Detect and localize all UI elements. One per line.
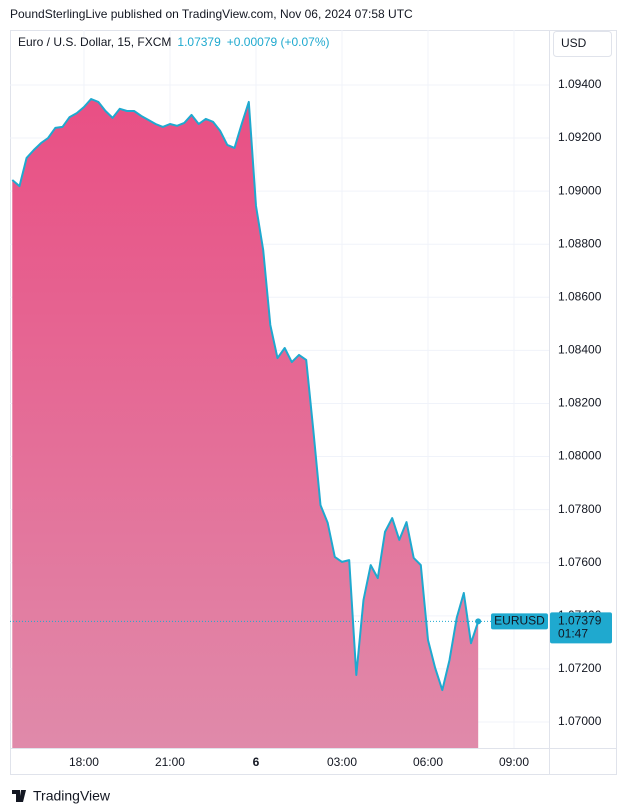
y-tick-label: 1.08400 [558, 343, 602, 357]
currency-box[interactable] [553, 31, 612, 57]
brand: TradingView [33, 788, 111, 804]
x-tick-label: 09:00 [499, 755, 529, 769]
legend-change: +0.00079 (+0.07%) [227, 35, 330, 49]
header-text: PoundSterlingLive published on TradingVi… [10, 7, 413, 21]
brand-logo [12, 790, 26, 802]
legend-price: 1.07379 [177, 35, 221, 49]
price-box [550, 612, 612, 644]
legend-title: Euro / U.S. Dollar, 15, FXCM [18, 35, 171, 49]
y-tick-label: 1.09000 [558, 183, 602, 197]
y-tick-label: 1.07200 [558, 661, 602, 675]
area-fill [12, 99, 479, 748]
x-tick-label: 6 [253, 755, 260, 769]
x-tick-label: 06:00 [413, 755, 443, 769]
price-line [11, 98, 480, 692]
symbol-label: EURUSD [494, 614, 545, 628]
y-tick-label: 1.08000 [558, 449, 602, 463]
y-tick-label: 1.07000 [558, 714, 602, 728]
y-tick-label: 1.08600 [558, 289, 602, 303]
symbol-box [491, 613, 548, 630]
y-tick-label: 1.07800 [558, 502, 602, 516]
price-label: 1.07379 [558, 614, 602, 628]
countdown: 01:47 [558, 627, 588, 641]
y-tick-label: 1.09400 [558, 77, 602, 91]
y-tick-label: 1.08800 [558, 236, 602, 250]
y-tick-label: 1.07600 [558, 555, 602, 569]
x-tick-label: 03:00 [327, 755, 357, 769]
x-tick-label: 18:00 [69, 755, 99, 769]
last-point [475, 618, 482, 625]
x-tick-label: 21:00 [155, 755, 185, 769]
chart-frame [10, 30, 617, 775]
y-tick-label: 1.09200 [558, 130, 602, 144]
y-tick-label: 1.08200 [558, 396, 602, 410]
legend: Euro / U.S. Dollar, 15, FXCM 1.07379 +0.00… [18, 35, 330, 49]
currency[interactable]: USD [561, 36, 587, 50]
